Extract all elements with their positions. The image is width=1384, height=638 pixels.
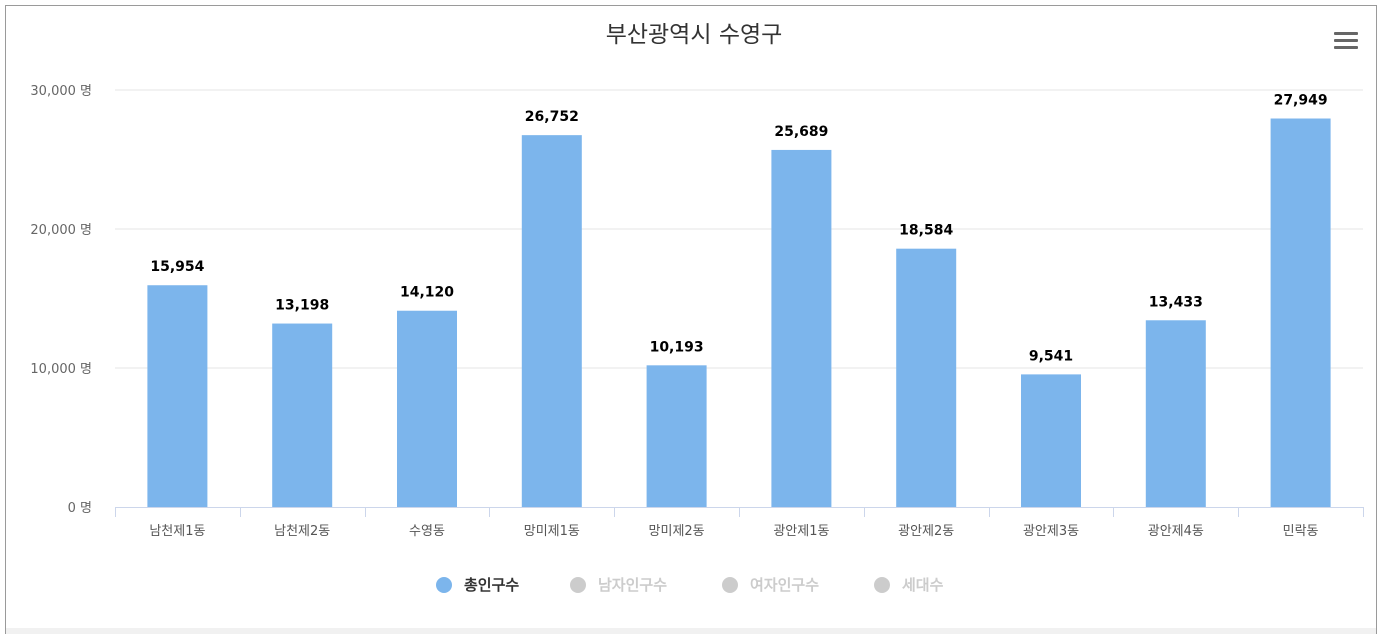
x-tick-label: 망미제2동 [649, 524, 705, 539]
legend-marker-icon [874, 577, 890, 593]
data-label: 26,752 [525, 109, 579, 125]
bar [1021, 374, 1081, 507]
bar [272, 323, 333, 507]
data-label: 13,433 [1149, 294, 1203, 310]
chart-title: 부산광역시 수영구 [606, 22, 783, 48]
data-label: 10,193 [650, 339, 704, 355]
data-label: 27,949 [1274, 93, 1328, 109]
legend-label: 남자인구수 [598, 576, 667, 594]
data-label: 14,120 [400, 285, 454, 301]
bottom-strip [6, 628, 1376, 634]
x-tick-label: 망미제1동 [524, 524, 580, 539]
x-tick-label: 남천제1동 [149, 524, 205, 539]
x-tick-label: 광안제3동 [1023, 524, 1079, 539]
bar [1145, 320, 1206, 507]
hamburger-menu-icon[interactable] [1333, 29, 1359, 53]
bar [771, 149, 832, 507]
legend-label: 세대수 [902, 576, 944, 594]
bar [646, 365, 707, 507]
y-tick-label: 20,000 명 [30, 223, 92, 238]
data-label: 25,689 [774, 124, 828, 140]
legend-item[interactable]: 남자인구수 [570, 576, 667, 594]
legend-marker-icon [722, 577, 738, 593]
data-label: 13,198 [275, 298, 329, 314]
data-label: 15,954 [150, 259, 204, 275]
y-tick-label: 0 명 [68, 501, 92, 516]
legend-label: 총인구수 [464, 576, 519, 594]
bar [1270, 118, 1331, 507]
x-axis: 남천제1동 남천제2동 수영동 망미제1동 망미제2동 광안제1동 광안제2동 광안제3동 광안… [115, 507, 1364, 539]
data-label: 9,541 [1029, 348, 1073, 364]
legend: 총인구수 남자인구수 여자인구수 세대수 [436, 576, 944, 594]
data-label: 18,584 [899, 223, 953, 239]
y-tick-label: 10,000 명 [30, 362, 92, 377]
y-tick-label: 30,000 명 [30, 84, 92, 99]
legend-item[interactable]: 총인구수 [436, 576, 519, 594]
legend-item[interactable]: 세대수 [874, 576, 944, 594]
x-tick-label: 광안제4동 [1148, 524, 1204, 539]
legend-label: 여자인구수 [750, 576, 819, 594]
x-tick-label: 민락동 [1283, 524, 1319, 539]
bar [397, 310, 457, 507]
chart-container [5, 5, 1377, 634]
y-axis-labels: 0 명 10,000 명 20,000 명 30,000 명 [30, 84, 92, 516]
x-tick-label: 광안제2동 [898, 524, 954, 539]
bars [147, 118, 1331, 507]
x-tick-label: 남천제2동 [274, 524, 330, 539]
legend-marker-icon [570, 577, 586, 593]
bar [521, 135, 582, 507]
x-tick-label: 수영동 [409, 524, 445, 539]
legend-marker-icon [436, 577, 452, 593]
bar [147, 285, 208, 507]
x-tick-label: 광안제1동 [773, 524, 829, 539]
legend-item[interactable]: 여자인구수 [722, 576, 819, 594]
data-labels: 15,954 13,198 14,120 26,752 10,193 25,689 18,5… [150, 93, 1327, 365]
bar [896, 248, 957, 507]
